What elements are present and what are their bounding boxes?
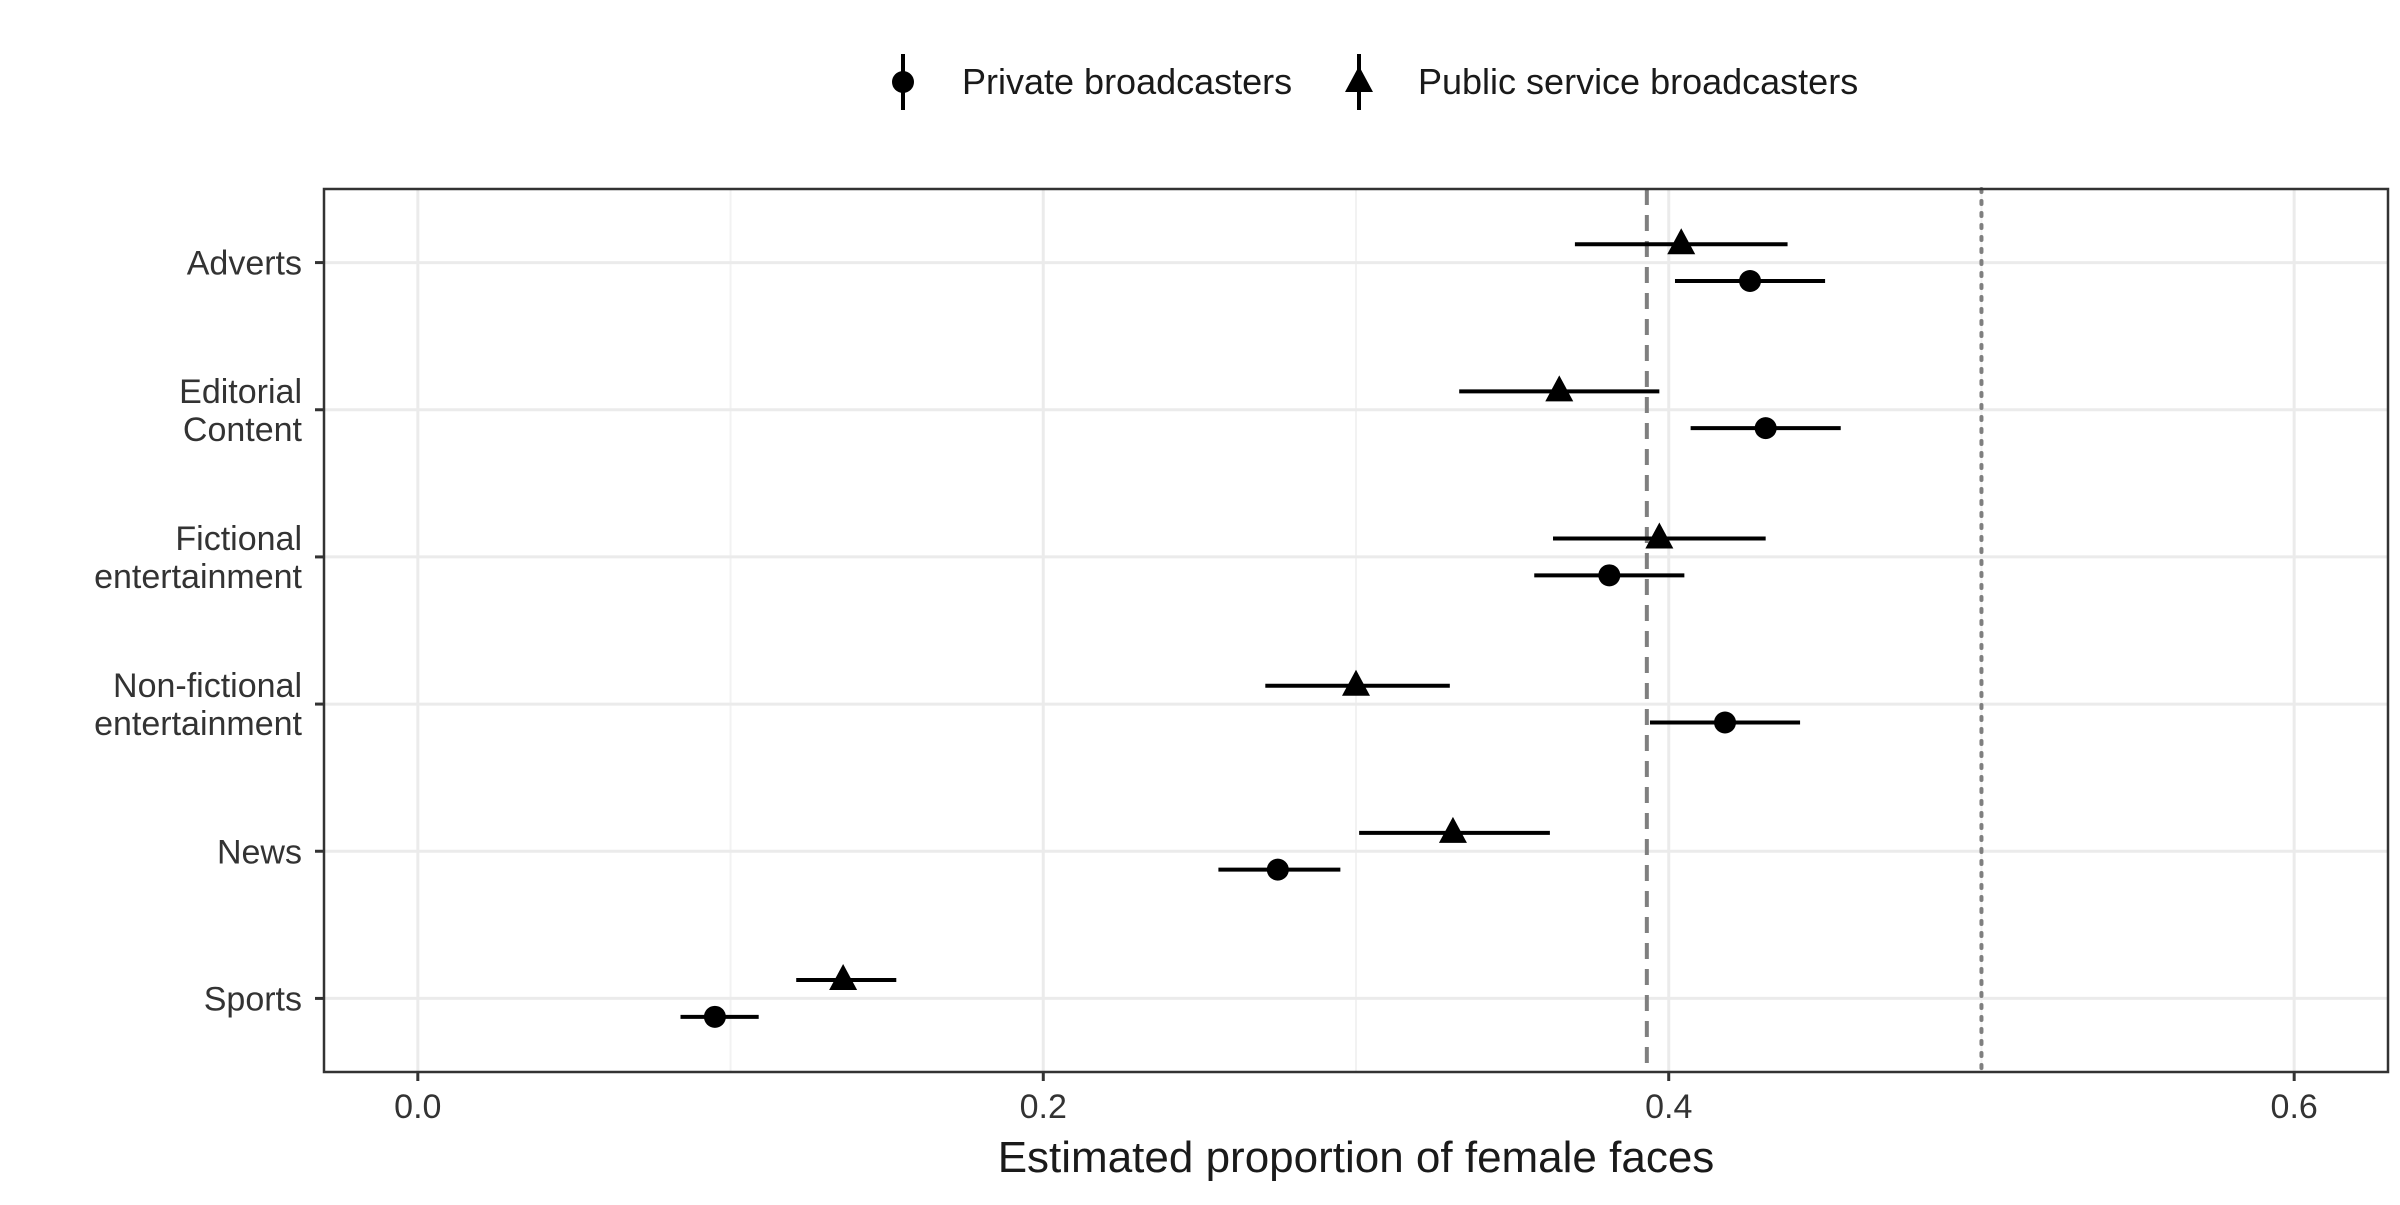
point-public — [1438, 816, 1467, 843]
x-tick-label: 0.4 — [1645, 1088, 1692, 1126]
point-public — [1545, 375, 1574, 402]
point-public — [829, 964, 858, 991]
point-private — [1266, 858, 1289, 881]
point-private — [1739, 269, 1762, 292]
legend-label-public: Public service broadcasters — [1418, 61, 1858, 102]
point-private — [703, 1005, 726, 1028]
point-private — [1598, 564, 1621, 587]
legend-key-circle — [892, 71, 914, 93]
point-public — [1667, 228, 1696, 255]
y-tick-label: News — [217, 833, 302, 871]
point-private — [1754, 417, 1777, 440]
legend: Private broadcasters Public service broad… — [892, 54, 1858, 110]
y-tick-label: Non-fictional entertainment — [94, 667, 302, 743]
y-tick-label: Adverts — [187, 245, 302, 283]
point-public — [1645, 522, 1674, 549]
point-private — [1714, 711, 1737, 734]
panel-border — [322, 187, 2390, 1074]
x-tick-label: 0.6 — [2271, 1088, 2318, 1126]
x-tick-label: 0.0 — [394, 1088, 441, 1126]
y-tick-label: Sports — [204, 980, 302, 1018]
y-tick-label: Editorial Content — [179, 373, 302, 449]
x-tick-label: 0.2 — [1020, 1088, 1067, 1126]
point-public — [1342, 669, 1370, 696]
legend-key-triangle — [1345, 66, 1373, 92]
x-axis-title: Estimated proportion of female faces — [998, 1133, 1715, 1182]
legend-label-private: Private broadcasters — [962, 61, 1292, 102]
y-tick-label: Fictional entertainment — [94, 520, 302, 596]
